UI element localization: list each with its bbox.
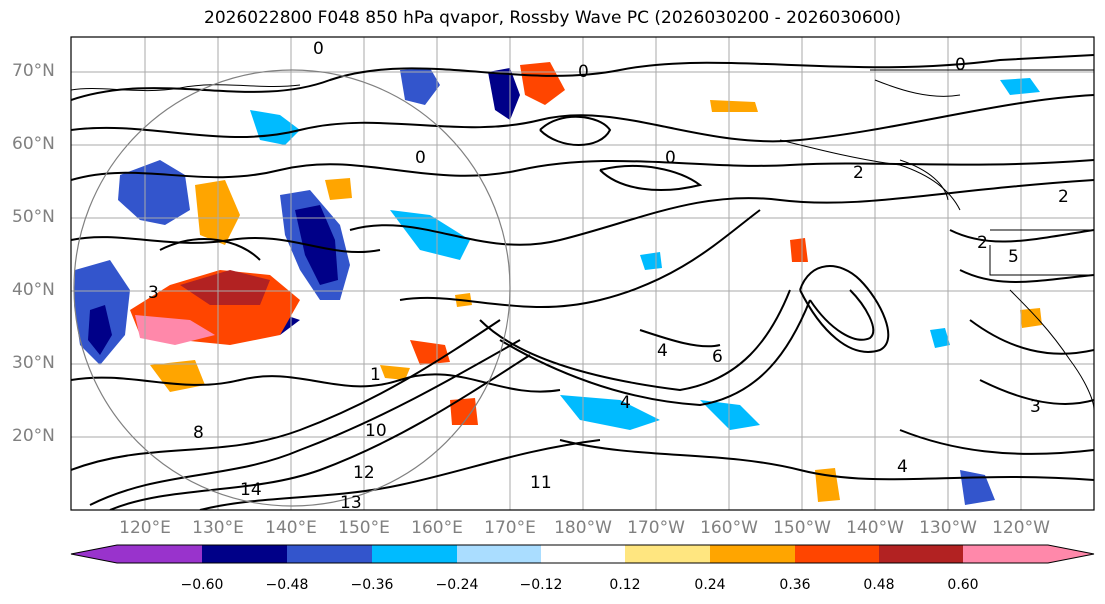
longitude-label: 120°E bbox=[119, 518, 171, 538]
colorbar-swatch bbox=[541, 545, 625, 563]
contour-label: 4 bbox=[897, 457, 908, 477]
latitude-label: 20°N bbox=[12, 426, 55, 446]
contour-label: 10 bbox=[365, 421, 387, 441]
contour-label: 3 bbox=[148, 283, 159, 303]
colorbar-tick-label: −0.24 bbox=[435, 577, 479, 593]
colorbar-swatch bbox=[710, 545, 795, 563]
colorbar-extend-high bbox=[1048, 545, 1094, 563]
contour-label: 5 bbox=[1008, 247, 1019, 267]
colorbar-swatch bbox=[287, 545, 372, 563]
longitude-label: 140°W bbox=[846, 518, 904, 538]
latitude-label: 30°N bbox=[12, 353, 55, 373]
contour-label: 0 bbox=[665, 148, 676, 168]
colorbar-swatch bbox=[202, 545, 287, 563]
map-title: 2026022800 F048 850 hPa qvapor, Rossby W… bbox=[204, 8, 901, 28]
longitude-label: 170°E bbox=[484, 518, 536, 538]
contour-label: 2 bbox=[977, 233, 988, 253]
contour-lines bbox=[71, 54, 1094, 510]
colorbar-tick-label: 0.24 bbox=[694, 577, 726, 593]
colorbar-tick-label: 0.36 bbox=[779, 577, 811, 593]
latitude-label: 40°N bbox=[12, 280, 55, 300]
latitude-label: 50°N bbox=[12, 207, 55, 227]
colorbar-swatch bbox=[117, 545, 202, 563]
contour-label: 0 bbox=[578, 62, 589, 82]
colorbar-swatch bbox=[625, 545, 710, 563]
longitude-label: 140°E bbox=[265, 518, 317, 538]
longitude-label: 150°W bbox=[773, 518, 831, 538]
contour-label: 8 bbox=[193, 423, 204, 443]
longitude-label: 180°W bbox=[554, 518, 612, 538]
contour-label: 14 bbox=[240, 480, 262, 500]
colorbar-extend-low bbox=[71, 545, 117, 563]
longitude-label: 160°E bbox=[411, 518, 463, 538]
contour-label: 12 bbox=[353, 463, 375, 483]
longitude-label: 120°W bbox=[992, 518, 1050, 538]
colorbar-swatch bbox=[457, 545, 541, 563]
colorbar-tick-label: −0.12 bbox=[519, 577, 563, 593]
longitude-label: 170°W bbox=[627, 518, 685, 538]
contour-label: 4 bbox=[620, 393, 631, 413]
colorbar-tick-label: −0.48 bbox=[265, 577, 309, 593]
colorbar-swatch bbox=[879, 545, 963, 563]
colorbar-tick-label: 0.12 bbox=[609, 577, 641, 593]
colorbar-tick-label: −0.60 bbox=[180, 577, 224, 593]
map-frame bbox=[70, 36, 1095, 511]
colorbar-swatch bbox=[795, 545, 879, 563]
contour-label: 4 bbox=[657, 341, 668, 361]
longitude-label: 130°W bbox=[919, 518, 977, 538]
contour-label: 0 bbox=[313, 39, 324, 59]
contour-label: 0 bbox=[955, 55, 966, 75]
latitude-label: 70°N bbox=[12, 61, 55, 81]
contour-label: 3 bbox=[1030, 397, 1041, 417]
colorbar-swatch bbox=[372, 545, 457, 563]
contour-label: 6 bbox=[712, 347, 723, 367]
coastlines bbox=[71, 69, 1094, 411]
rossby-wave-region-circle bbox=[73, 69, 511, 507]
contour-label: 2 bbox=[853, 163, 864, 183]
contour-labels: 0 0 0 0 0 2 2 2 3 3 4 4 4 6 10 12 13 14 … bbox=[148, 39, 1069, 513]
graticule bbox=[71, 37, 1094, 510]
contour-label: 2 bbox=[1058, 187, 1069, 207]
colorbar-swatch bbox=[963, 545, 1048, 563]
colorbar bbox=[70, 544, 1095, 564]
colorbar-outline bbox=[70, 544, 1095, 564]
colorbar-tick-label: 0.48 bbox=[863, 577, 895, 593]
longitude-label: 150°E bbox=[338, 518, 390, 538]
colorbar-tick-label: 0.60 bbox=[947, 577, 979, 593]
contour-label: 1 bbox=[370, 365, 381, 385]
longitude-label: 160°W bbox=[700, 518, 758, 538]
contour-label: 13 bbox=[340, 493, 362, 513]
latitude-label: 60°N bbox=[12, 134, 55, 154]
longitude-label: 130°E bbox=[192, 518, 244, 538]
colorbar-tick-label: −0.36 bbox=[350, 577, 394, 593]
contour-label: 0 bbox=[415, 148, 426, 168]
contour-label: 11 bbox=[530, 473, 552, 493]
